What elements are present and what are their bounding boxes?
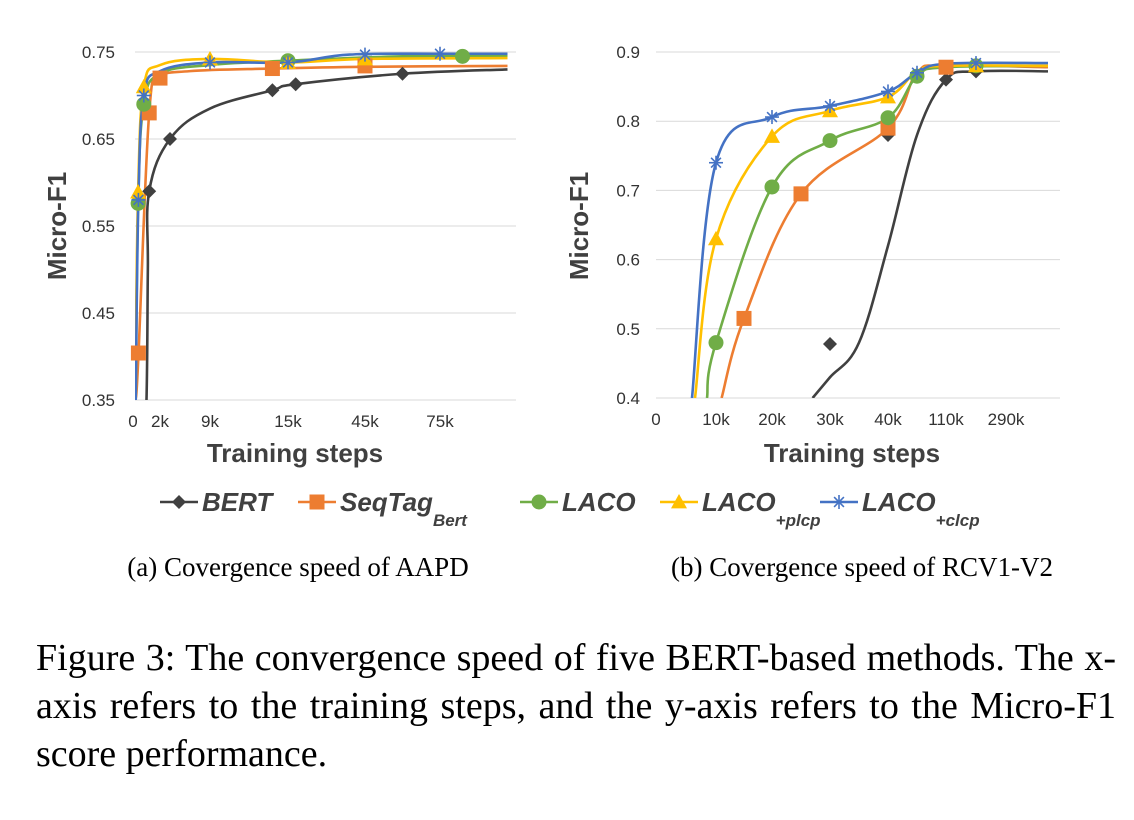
data-point-BERT <box>163 132 177 146</box>
x-axis-title: Training steps <box>764 438 940 468</box>
data-point-LACO_clcp <box>433 46 447 61</box>
data-point-LACO_clcp <box>281 55 295 70</box>
x-tick-label: 40k <box>874 410 902 429</box>
data-point-LACO <box>136 96 152 112</box>
data-point-LACO_plcp <box>708 230 724 246</box>
series-line-LACO <box>705 64 1049 398</box>
legend-marker-LACO_clcp <box>832 495 846 509</box>
data-point-LACO_clcp <box>709 155 723 170</box>
x-tick-label: 290k <box>988 410 1025 429</box>
data-point-LACO_clcp <box>203 55 217 70</box>
data-point-LACO_clcp <box>765 110 779 125</box>
data-point-BERT <box>939 72 953 87</box>
plot-area <box>690 61 1049 398</box>
chart-panel-aapd: 0.35 0.45 0.55 0.65 0.75 0 2k 9k 15k 45k 75k Traini… <box>42 43 516 468</box>
legend-label: LACO+plcp <box>702 487 821 530</box>
y-tick-label: 0.9 <box>616 43 640 62</box>
series-line-LACO_plcp <box>135 56 508 400</box>
data-point-LACO <box>764 179 780 195</box>
subcaption: (b) Covergence speed of RCV1-V2 <box>671 552 1053 582</box>
legend-marker-LACO_plcp <box>671 494 687 509</box>
data-point-BERT <box>288 77 303 92</box>
chart-panel-rcv1: 0.4 0.5 0.6 0.7 0.8 0.9 0 10k 20k 30k 40k 110k 290k T… <box>564 43 1060 468</box>
x-tick-label: 75k <box>426 412 454 431</box>
x-tick-label: 0 <box>128 412 137 431</box>
data-point-LACO_clcp <box>969 56 983 71</box>
data-point-SeqTag_Bert <box>736 310 752 326</box>
data-point-BERT <box>823 337 837 352</box>
y-tick-label: 0.4 <box>616 389 640 408</box>
data-point-SeqTag_Bert <box>880 120 896 136</box>
legend-label: SeqTagBert <box>340 487 468 530</box>
x-tick-label: 30k <box>816 410 844 429</box>
data-point-LACO <box>880 110 896 126</box>
data-point-LACO <box>455 48 470 64</box>
x-tick-label: 15k <box>274 412 302 431</box>
legend-label: LACO+clcp <box>862 487 980 530</box>
x-tick-label: 20k <box>758 410 786 429</box>
data-point-SeqTag_Bert <box>264 61 280 77</box>
data-point-SeqTag_Bert <box>793 186 809 202</box>
y-axis-title: Micro-F1 <box>564 172 594 280</box>
series-line-SeqTag_Bert <box>135 64 508 400</box>
legend: BERT SeqTagBert LACO LACO+plcp LACO+clcp <box>160 487 980 530</box>
data-point-LACO_clcp <box>136 88 151 103</box>
data-point-LACO_clcp <box>823 98 837 113</box>
series-line-LACO_plcp <box>693 64 1049 398</box>
y-tick-label: 0.55 <box>82 217 115 236</box>
legend-marker-BERT <box>172 495 186 509</box>
y-axis-title: Micro-F1 <box>42 172 72 280</box>
y-tick-label: 0.5 <box>616 320 640 339</box>
x-tick-label: 45k <box>351 412 379 431</box>
x-axis-title: Training steps <box>207 438 383 468</box>
x-tick-label: 0 <box>651 410 660 429</box>
legend-subscript: +clcp <box>936 511 980 530</box>
y-tick-label: 0.35 <box>82 391 115 410</box>
y-tick-label: 0.45 <box>82 304 115 323</box>
legend-subscript: +plcp <box>776 511 821 530</box>
y-tick-label: 0.6 <box>616 251 640 270</box>
y-tick-label: 0.65 <box>82 130 115 149</box>
data-point-LACO <box>708 335 724 351</box>
subcaption: (a) Covergence speed of AAPD <box>127 552 468 582</box>
legend-marker-SeqTag <box>309 494 325 510</box>
legend-subscript: Bert <box>433 511 468 530</box>
series-line-LACO_clcp <box>135 52 508 400</box>
x-tick-label: 2k <box>151 412 169 431</box>
data-point-SeqTag_Bert <box>152 70 168 86</box>
y-tick-label: 0.7 <box>616 181 640 200</box>
figure-caption: Figure 3: The convergence speed of five … <box>36 637 1116 775</box>
y-tick-label: 0.8 <box>616 112 640 131</box>
x-tick-label: 110k <box>928 410 964 429</box>
data-point-LACO <box>822 133 838 149</box>
x-tick-label: 9k <box>201 412 219 431</box>
data-point-LACO_plcp <box>764 128 780 143</box>
series-line-BERT <box>145 68 508 400</box>
series-line-LACO <box>135 54 508 400</box>
data-point-BERT <box>142 184 157 199</box>
data-point-BERT <box>395 66 410 81</box>
data-point-LACO_clcp <box>358 47 372 62</box>
figure-canvas: 0.35 0.45 0.55 0.65 0.75 0 2k 9k 15k 45k 75k Traini… <box>42 43 1060 582</box>
legend-label: BERT <box>202 487 274 517</box>
legend-marker-LACO <box>531 494 547 510</box>
legend-label: LACO <box>562 487 636 517</box>
data-point-BERT <box>265 83 280 98</box>
data-point-LACO_clcp <box>881 84 895 99</box>
data-point-LACO_clcp <box>910 65 924 80</box>
y-tick-label: 0.75 <box>82 43 115 62</box>
data-point-LACO_clcp <box>131 192 146 207</box>
data-point-SeqTag_Bert <box>130 345 146 361</box>
series-line-LACO_clcp <box>690 61 1049 398</box>
data-point-LACO_plcp <box>135 78 152 94</box>
data-point-SeqTag_Bert <box>938 59 954 75</box>
series-line-BERT <box>811 69 1049 398</box>
x-tick-label: 10k <box>702 410 730 429</box>
